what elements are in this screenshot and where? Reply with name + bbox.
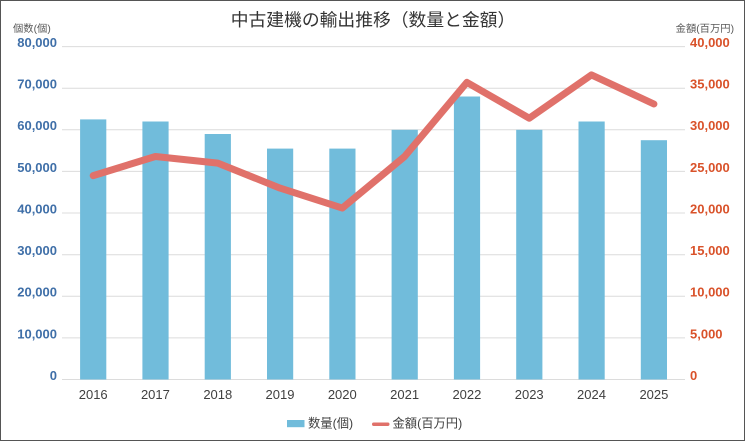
svg-text:2021: 2021 [390,387,419,402]
svg-text:2018: 2018 [203,387,232,402]
svg-text:2024: 2024 [577,387,606,402]
svg-text:50,000: 50,000 [17,160,57,175]
svg-text:2025: 2025 [639,387,668,402]
svg-text:30,000: 30,000 [690,118,730,133]
svg-text:2017: 2017 [141,387,170,402]
svg-text:30,000: 30,000 [17,243,57,258]
svg-text:2022: 2022 [452,387,481,402]
svg-text:10,000: 10,000 [17,326,57,341]
svg-text:0: 0 [50,368,57,383]
svg-text:20,000: 20,000 [690,201,730,216]
svg-text:25,000: 25,000 [690,160,730,175]
svg-text:5,000: 5,000 [690,326,723,341]
svg-text:2023: 2023 [515,387,544,402]
svg-text:0: 0 [690,368,697,383]
svg-text:10,000: 10,000 [690,285,730,300]
svg-text:個数(個): 個数(個) [13,22,51,35]
svg-text:40,000: 40,000 [17,201,57,216]
svg-text:2019: 2019 [266,387,295,402]
svg-text:金額(百万円): 金額(百万円) [676,22,734,35]
svg-text:35,000: 35,000 [690,77,730,92]
svg-text:70,000: 70,000 [17,77,57,92]
svg-text:40,000: 40,000 [690,35,730,50]
svg-text:金額(百万円): 金額(百万円) [393,415,463,430]
svg-text:中古建機の輸出推移（数量と金額）: 中古建機の輸出推移（数量と金額） [231,10,516,30]
svg-text:2016: 2016 [79,387,108,402]
svg-text:60,000: 60,000 [17,118,57,133]
svg-text:80,000: 80,000 [17,35,57,50]
svg-text:15,000: 15,000 [690,243,730,258]
svg-text:20,000: 20,000 [17,285,57,300]
svg-text:数量(個): 数量(個) [308,415,353,430]
svg-text:2020: 2020 [328,387,357,402]
